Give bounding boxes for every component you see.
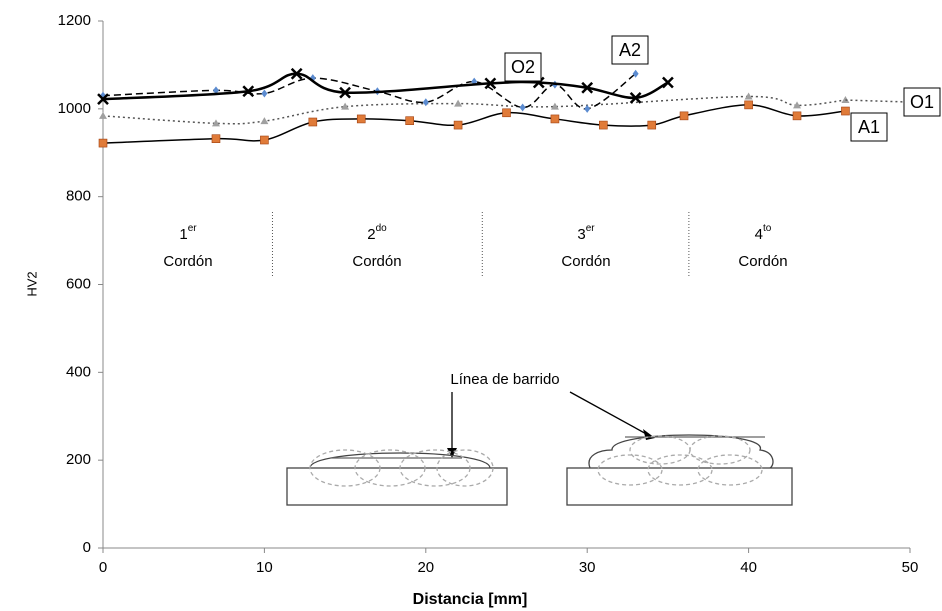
series-line: [102, 95, 846, 125]
series-label-box: [504, 52, 542, 82]
bead: [647, 454, 713, 486]
marker: [211, 119, 220, 127]
bead-outline: [588, 434, 774, 469]
section-sup: er: [586, 223, 596, 234]
marker: [793, 101, 802, 109]
marker: [98, 138, 108, 148]
base-plate: [566, 467, 793, 506]
marker: [679, 111, 689, 121]
marker: [632, 69, 639, 78]
x-tick-label: 30: [579, 559, 596, 576]
x-tick-label: 40: [740, 559, 757, 576]
marker: [792, 111, 802, 121]
marker: [212, 86, 219, 95]
y-axis-label: HV2: [24, 271, 39, 296]
series-label-box: [850, 112, 888, 142]
section-sup: er: [188, 223, 198, 234]
marker: [260, 135, 269, 145]
bead: [689, 435, 751, 465]
marker: [422, 98, 429, 107]
marker: [581, 81, 594, 94]
annotation: Línea de barrido: [450, 371, 559, 388]
marker: [550, 102, 559, 110]
series-label: A2: [619, 40, 641, 60]
x-axis-label: Distancia [mm]: [413, 591, 528, 608]
y-tick-label: 1000: [58, 100, 91, 117]
marker: [290, 67, 303, 80]
section-sup: to: [763, 223, 772, 234]
marker: [97, 93, 109, 106]
y-tick-label: 800: [66, 188, 91, 205]
marker: [454, 99, 463, 107]
marker: [519, 103, 526, 112]
marker: [550, 114, 560, 124]
marker: [453, 120, 463, 130]
section-sup: do: [376, 223, 388, 234]
section-name: Cordón: [738, 253, 787, 270]
section-number: 1er: [179, 223, 197, 243]
series-line-tail: [845, 99, 911, 103]
marker: [599, 120, 608, 130]
bead-outline: [309, 452, 491, 469]
series-label-box: [903, 87, 941, 117]
bead: [399, 449, 471, 487]
y-tick-label: 200: [66, 451, 91, 468]
series-label: O1: [910, 92, 934, 112]
bead: [309, 449, 381, 487]
section-number-text: 1: [179, 226, 187, 243]
series-line: [102, 72, 669, 101]
bead: [697, 454, 763, 486]
x-tick-label: 50: [902, 559, 919, 576]
series-label: A1: [858, 117, 880, 137]
section-name: Cordón: [561, 253, 610, 270]
section-number: 2do: [367, 223, 387, 243]
series-label-box: [611, 35, 649, 65]
bead: [629, 435, 691, 465]
y-tick-label: 0: [83, 539, 91, 556]
marker: [261, 89, 268, 98]
bead: [354, 449, 426, 487]
section-number-text: 4: [755, 226, 763, 243]
base-plate: [286, 467, 508, 506]
x-tick-label: 0: [99, 559, 107, 576]
marker: [744, 100, 753, 110]
marker: [405, 116, 414, 125]
marker: [341, 102, 350, 110]
bead: [436, 449, 494, 487]
section-name: Cordón: [163, 253, 212, 270]
arrow-head: [447, 448, 457, 458]
y-tick-label: 400: [66, 363, 91, 380]
marker: [308, 117, 318, 127]
section-number: 3er: [577, 223, 595, 243]
section-number: 4to: [755, 223, 772, 243]
marker: [841, 96, 850, 104]
marker: [744, 92, 753, 100]
y-tick-label: 1200: [58, 12, 91, 29]
section-name: Cordón: [352, 253, 401, 270]
marker: [484, 77, 497, 90]
marker: [662, 76, 674, 89]
x-tick-label: 10: [256, 559, 273, 576]
bead: [597, 454, 663, 486]
marker: [260, 117, 269, 125]
section-number-text: 2: [367, 226, 375, 243]
section-number-text: 3: [577, 226, 585, 243]
y-tick-label: 600: [66, 275, 91, 292]
marker: [339, 86, 351, 99]
marker: [502, 108, 511, 118]
marker: [99, 111, 107, 119]
marker: [242, 85, 255, 98]
x-tick-label: 20: [417, 559, 434, 576]
marker: [356, 114, 366, 124]
weld-diagram: [286, 391, 793, 506]
series-label: O2: [511, 57, 535, 77]
marker: [629, 91, 642, 104]
marker: [211, 134, 221, 143]
arrow: [569, 391, 651, 437]
marker: [841, 106, 850, 116]
marker: [584, 104, 591, 113]
marker: [647, 120, 657, 130]
